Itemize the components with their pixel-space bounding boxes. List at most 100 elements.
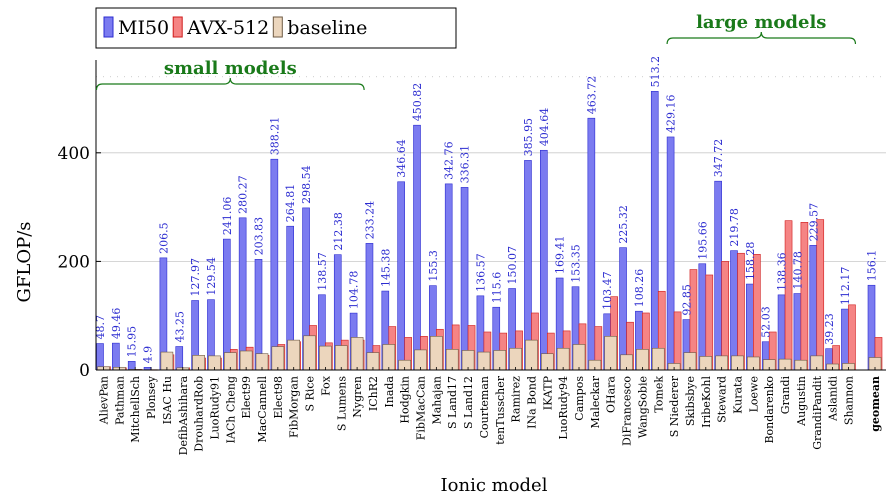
value-label: 104.78	[348, 271, 361, 310]
x-tick-label: Campos	[573, 376, 586, 421]
annotation-label: large models	[696, 12, 826, 33]
bar-mi50	[588, 118, 595, 370]
x-tick-label: Augustin	[795, 376, 808, 427]
bar-avx512	[848, 305, 855, 370]
value-label: 241.06	[221, 197, 234, 236]
x-tick-label: Fox	[319, 375, 332, 396]
y-tick-label: 400	[58, 144, 90, 164]
x-tick-label: Plonsey	[145, 375, 158, 419]
x-tick-label: Grandi	[779, 376, 792, 415]
bar-mi50	[97, 344, 104, 370]
bar-mi50	[239, 218, 246, 370]
value-label: 342.76	[443, 141, 456, 180]
value-label: 212.38	[332, 212, 345, 251]
legend-swatch	[273, 17, 282, 37]
x-tick-label: Steward	[716, 376, 729, 423]
value-label: 156.1	[866, 250, 879, 282]
x-tick-label: Bondarenko	[763, 376, 776, 444]
bar-mi50	[651, 91, 658, 370]
value-label: 264.81	[284, 184, 297, 223]
x-tick-label: MitchellSch	[129, 376, 142, 443]
x-tick-label: DrouhardRob	[193, 376, 206, 452]
x-tick-label: Elect98	[272, 376, 285, 419]
bar-avx512	[785, 221, 792, 370]
value-label: 4.9	[142, 346, 155, 364]
x-tick-label: INa Bond	[525, 376, 538, 429]
legend-swatch	[104, 17, 113, 37]
value-label: 112.17	[839, 267, 852, 306]
value-label: 513.2	[649, 56, 662, 88]
bar-mi50	[620, 248, 627, 370]
bar-mi50	[540, 150, 547, 370]
bar-baseline	[319, 346, 331, 370]
value-label: 298.54	[300, 165, 313, 204]
y-tick-label: 200	[58, 252, 90, 272]
x-tick-label: S Niederer	[668, 375, 681, 437]
bar-mi50	[699, 264, 706, 370]
x-tick-label: IKATP	[541, 375, 554, 410]
value-label: 49.46	[110, 308, 123, 340]
value-label: 103.47	[601, 271, 614, 310]
x-tick-label: AlievPan	[98, 376, 111, 425]
bar-baseline	[636, 349, 648, 370]
bar-baseline	[573, 344, 585, 370]
x-tick-label: Skibsbye	[684, 376, 697, 426]
value-label: 153.35	[570, 244, 583, 283]
value-label: 463.72	[585, 76, 598, 115]
value-label: 450.82	[411, 83, 424, 122]
x-tick-label: OHara	[605, 376, 618, 413]
x-tick-label: Shannon	[842, 376, 855, 425]
x-tick-label: Mahajan	[430, 376, 443, 425]
legend-label: AVX-512	[186, 17, 269, 39]
x-tick-label: Pathman	[113, 376, 126, 425]
value-label: 158.28	[744, 242, 757, 281]
bar-baseline	[272, 347, 284, 370]
x-tick-label: Maleckar	[589, 375, 602, 428]
x-tick-label: LuoRudy91	[208, 376, 221, 440]
bar-mi50	[271, 159, 278, 370]
value-label: 206.5	[157, 222, 170, 254]
value-label: 404.64	[538, 108, 551, 147]
bar-baseline	[652, 348, 664, 370]
value-label: 219.78	[728, 208, 741, 247]
bar-mi50	[445, 184, 452, 370]
bar-baseline	[304, 336, 316, 370]
bar-baseline	[525, 340, 537, 370]
value-label: 429.16	[665, 94, 678, 133]
value-label: 346.64	[395, 139, 408, 178]
value-label: 138.36	[776, 252, 789, 291]
bar-mi50	[731, 251, 738, 370]
value-label: 138.57	[316, 252, 329, 291]
x-tick-label: WangSobie	[636, 376, 649, 438]
legend-label: MI50	[118, 17, 169, 39]
x-tick-label: GrandiPandit	[811, 375, 824, 449]
bar-baseline	[430, 336, 442, 370]
value-label: 225.32	[617, 205, 630, 244]
x-tick-label: S Rice	[304, 376, 317, 412]
bar-mi50	[794, 294, 801, 370]
value-label: 150.07	[506, 246, 519, 285]
value-label: 145.38	[379, 249, 392, 288]
x-tick-label: S Land17	[446, 376, 459, 429]
bar-mi50	[810, 245, 817, 370]
value-label: 388.21	[268, 117, 281, 156]
bar-baseline	[446, 349, 458, 370]
value-label: 129.54	[205, 257, 218, 296]
value-label: 155.3	[427, 250, 440, 282]
x-tick-label: S Lumens	[335, 376, 348, 431]
bar-mi50	[841, 309, 848, 370]
value-label: 39.23	[823, 313, 836, 345]
x-tick-label: Nygren	[351, 376, 364, 418]
x-tick-label: Courteman	[478, 376, 491, 438]
bar-mi50	[461, 187, 468, 370]
value-label: 43.25	[173, 311, 186, 343]
bar-mi50	[112, 343, 119, 370]
bar-baseline	[288, 340, 300, 370]
x-tick-label: MacCannell	[256, 376, 269, 443]
y-axis-title: GFLOP/s	[14, 222, 35, 303]
value-label: 108.26	[633, 269, 646, 308]
bar-baseline	[557, 348, 569, 370]
x-tick-label: S Land12	[462, 376, 475, 429]
value-label: 136.57	[474, 253, 487, 292]
